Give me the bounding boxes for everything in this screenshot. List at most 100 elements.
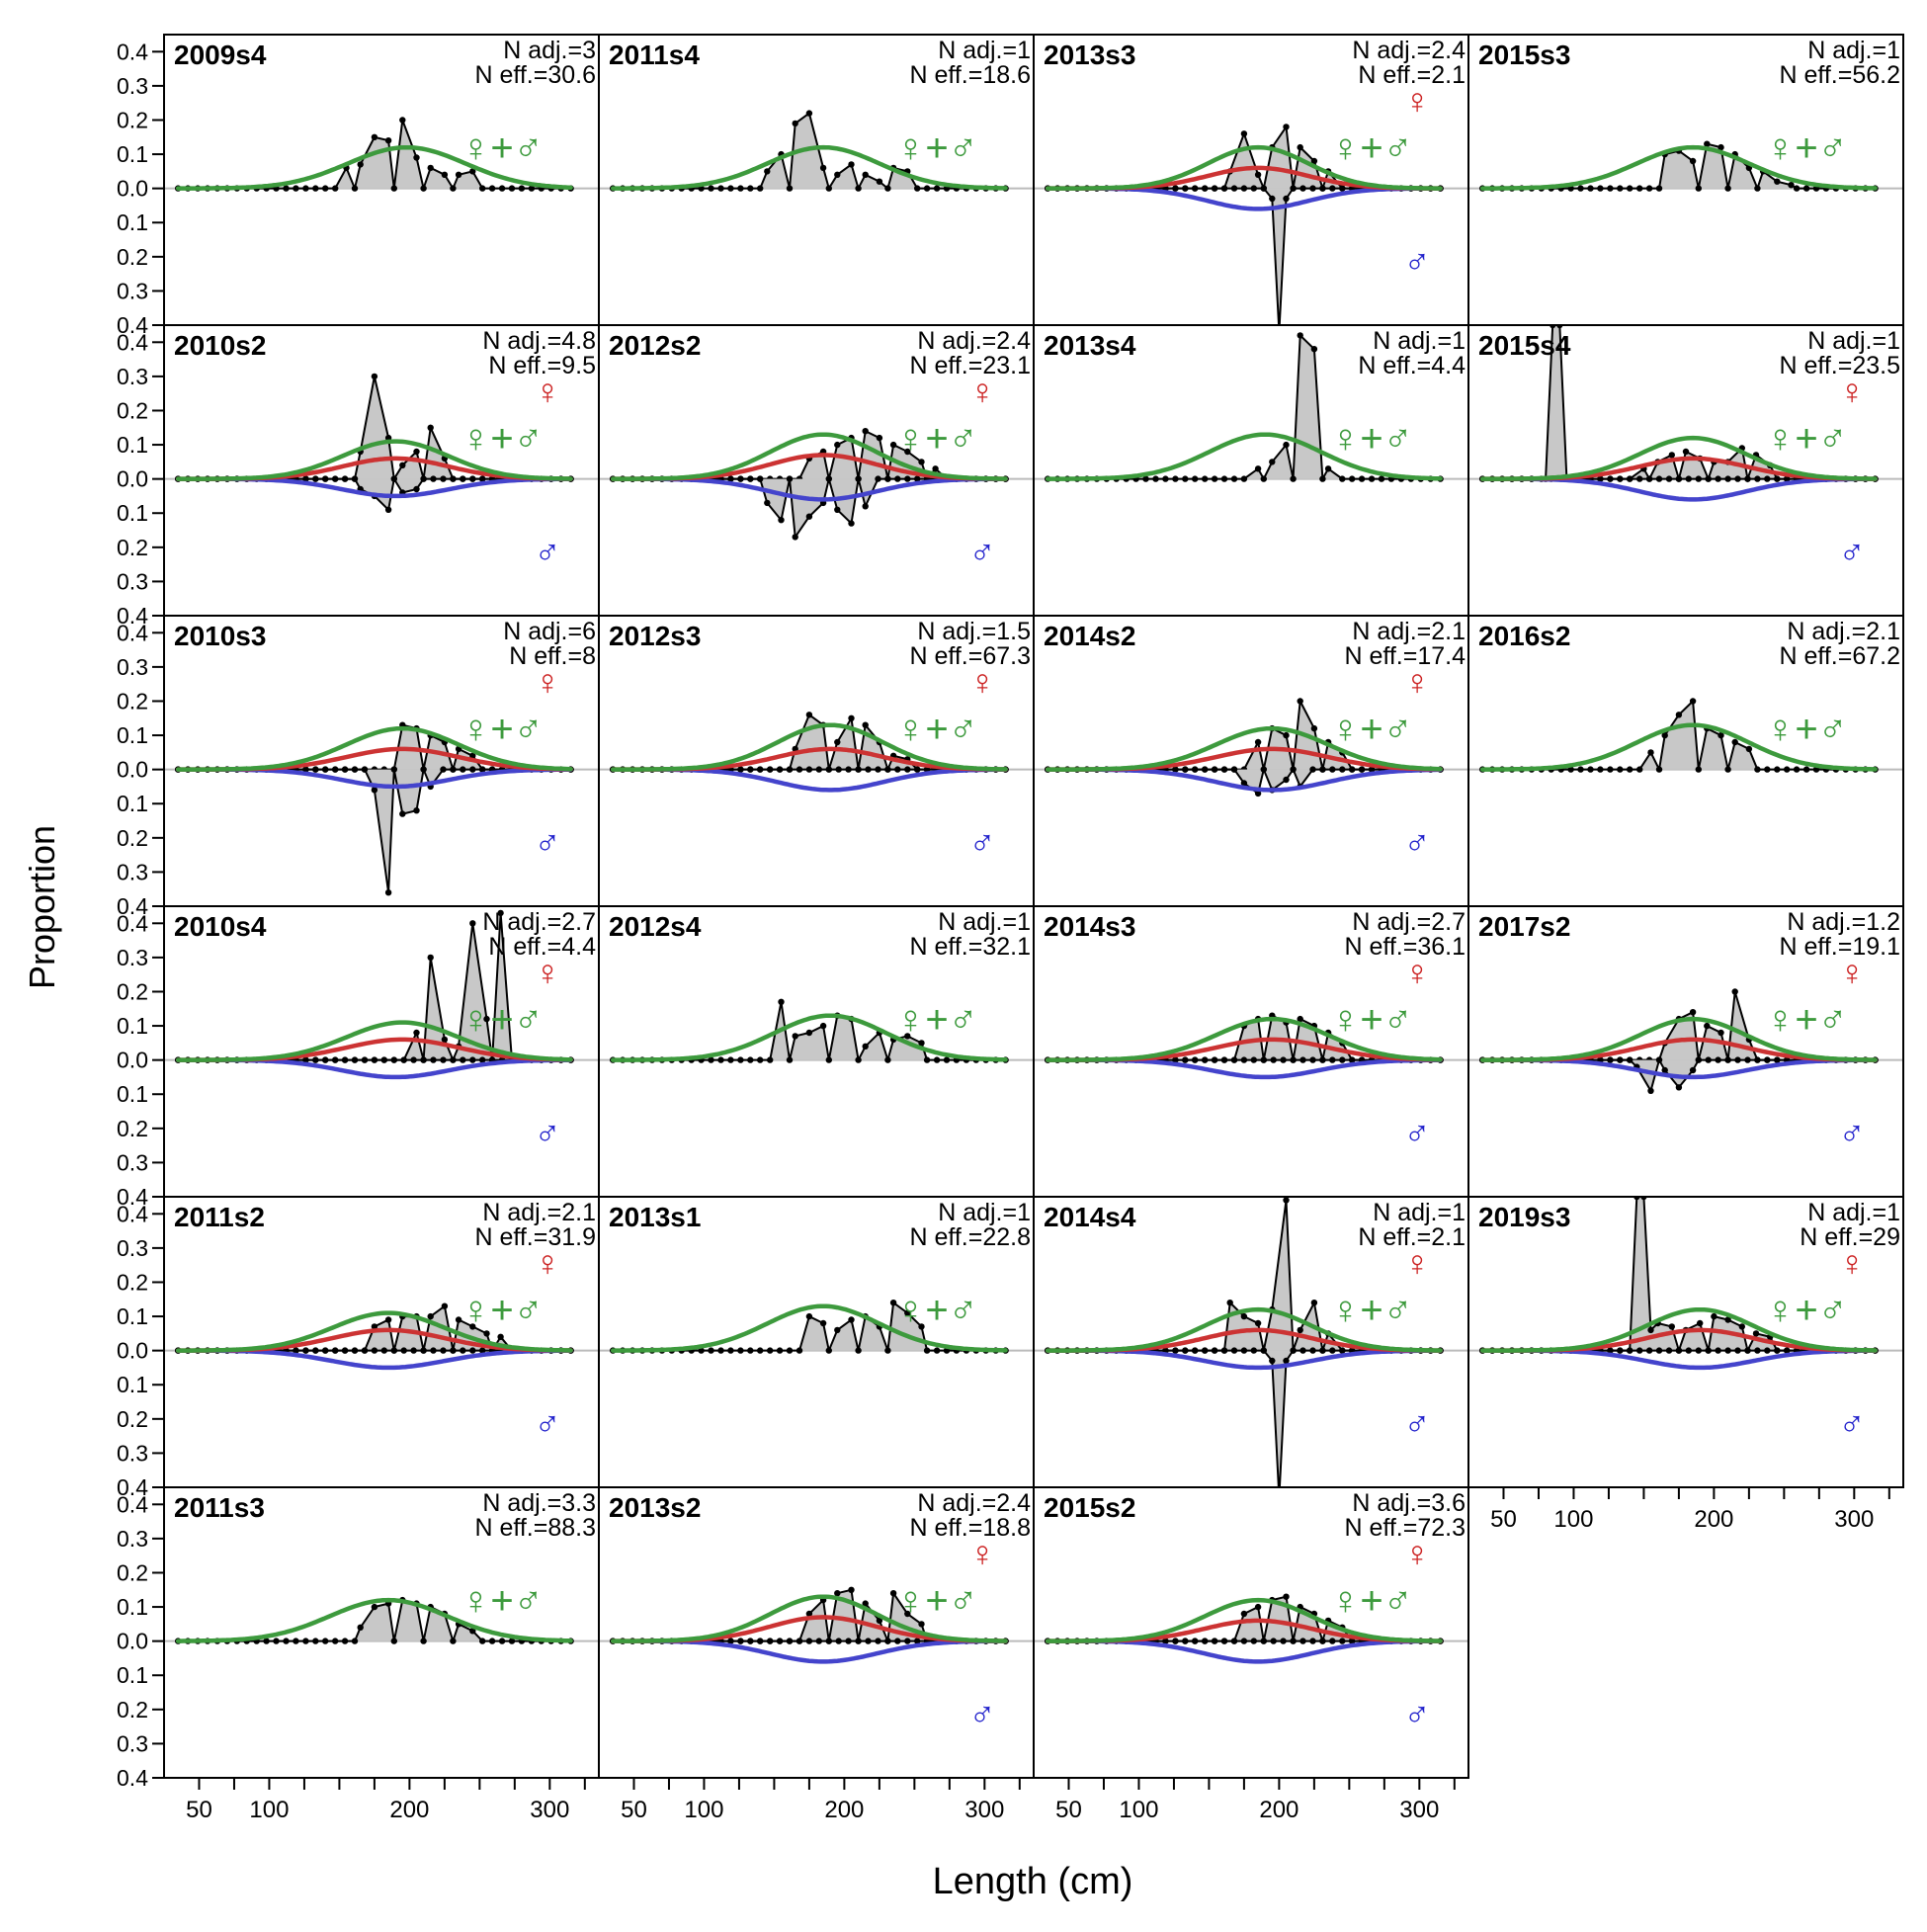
observed-area-point — [1690, 698, 1696, 704]
y-tick-label: 0.2 — [117, 1269, 148, 1295]
y-tick-label: 0.2 — [117, 535, 148, 560]
observed-area-point — [1162, 475, 1168, 481]
observed-area-point — [806, 1313, 812, 1319]
observed-male-area-point — [834, 507, 840, 513]
panel-title: 2015s4 — [1478, 330, 1571, 361]
observed-male-area-point — [1676, 475, 1682, 481]
observed-male-area-point — [1299, 1347, 1305, 1353]
observed-male-area-point — [430, 1056, 436, 1062]
y-tick-label: 0.4 — [117, 39, 148, 64]
male-symbol: ♂ — [535, 822, 561, 863]
observed-male-area-point — [410, 1347, 416, 1353]
observed-male-area-point — [1251, 185, 1257, 191]
observed-male-area-point — [1696, 1347, 1702, 1353]
observed-male-area-point — [1319, 766, 1325, 772]
panel-title: 2016s2 — [1478, 621, 1570, 651]
observed-male-area-point — [1309, 1638, 1315, 1643]
observed-area-point — [1172, 475, 1178, 481]
observed-male-area-point — [1221, 766, 1227, 772]
male-symbol: ♂ — [969, 822, 996, 863]
observed-area-point — [1255, 172, 1261, 178]
y-tick-label: 0.2 — [117, 397, 148, 423]
female-symbol: ♀ — [1404, 953, 1431, 993]
observed-area-point — [1379, 475, 1384, 481]
observed-male-area-point — [385, 507, 391, 513]
y-tick-label: 0.4 — [117, 1201, 148, 1226]
observed-area-point — [1794, 766, 1800, 772]
observed-male-area-point — [1271, 1638, 1277, 1643]
observed-male-area-point — [855, 1638, 861, 1643]
observed-area-point — [420, 185, 426, 191]
observed-area-point — [863, 172, 869, 178]
observed-male-area-point — [1607, 1056, 1613, 1062]
observed-area-point — [1221, 475, 1227, 481]
observed-male-area-point — [1627, 1347, 1633, 1353]
observed-area-point — [1732, 988, 1738, 994]
observed-area-point — [934, 185, 940, 191]
observed-area-point — [1607, 185, 1613, 191]
observed-male-area-point — [1774, 475, 1780, 481]
observed-area-point — [1636, 766, 1642, 772]
observed-male-area-point — [1241, 1638, 1247, 1643]
observed-male-area-point — [1329, 766, 1335, 772]
observed-area-point — [1696, 766, 1702, 772]
y-tick-label: 0.0 — [117, 1338, 148, 1364]
observed-male-area-point — [381, 1056, 387, 1062]
observed-male-area-point — [1269, 196, 1275, 202]
combined-symbol: ♀+♂ — [1330, 1579, 1412, 1623]
observed-male-area-point — [1251, 1638, 1257, 1643]
observed-area-point — [293, 185, 298, 191]
observed-male-area-point — [1290, 1638, 1296, 1643]
observed-area-point — [1690, 1009, 1696, 1015]
observed-male-area-point — [884, 766, 890, 772]
y-tick-label: 0.4 — [117, 1765, 148, 1791]
observed-male-area-point — [1607, 475, 1613, 481]
observed-male-area-point — [1744, 475, 1750, 481]
observed-area-point — [358, 161, 364, 167]
observed-male-area-point — [1349, 766, 1355, 772]
observed-male-area-point — [413, 486, 419, 492]
observed-male-area-point — [332, 1056, 338, 1062]
observed-male-area-point — [420, 766, 426, 772]
observed-male-area-point — [1329, 1056, 1335, 1062]
n-adj-label: N adj.=3 — [503, 37, 596, 64]
observed-area-point — [1627, 185, 1633, 191]
y-tick-label: 0.2 — [117, 107, 148, 132]
female-symbol: ♀ — [535, 662, 561, 703]
observed-male-area-point — [1202, 1347, 1208, 1353]
observed-male-area-point — [322, 1347, 328, 1353]
observed-male-area-point — [1754, 475, 1760, 481]
observed-area-point — [793, 121, 798, 126]
y-tick-label: 0.2 — [117, 1559, 148, 1585]
observed-area-point — [737, 1347, 743, 1353]
combined-symbol: ♀+♂ — [895, 1289, 977, 1332]
combined-symbol: ♀+♂ — [461, 708, 543, 751]
observed-male-area-point — [1617, 1347, 1623, 1353]
observed-male-area-point — [1290, 1056, 1296, 1062]
observed-area-point — [1369, 475, 1375, 481]
observed-area-point — [877, 435, 882, 441]
x-tick-label: 100 — [1553, 1506, 1593, 1533]
observed-male-area-point — [1241, 1056, 1247, 1062]
male-symbol: ♂ — [535, 1403, 561, 1444]
observed-area-point — [469, 920, 475, 926]
observed-male-area-point — [1309, 1347, 1315, 1353]
observed-area-point — [399, 462, 405, 468]
observed-male-area-point — [469, 475, 475, 481]
combined-symbol: ♀+♂ — [1330, 1289, 1412, 1332]
observed-male-area-line — [1047, 1351, 1440, 1498]
observed-male-area-point — [737, 475, 743, 481]
observed-area-point — [442, 1037, 448, 1043]
observed-male-area-point — [362, 766, 368, 772]
observed-male-area-point — [1646, 475, 1652, 481]
observed-male-area-point — [1724, 1347, 1730, 1353]
female-symbol: ♀ — [969, 662, 996, 703]
y-tick-label: 0.4 — [117, 620, 148, 645]
observed-area-point — [358, 1625, 364, 1631]
observed-area-point — [322, 1638, 328, 1643]
